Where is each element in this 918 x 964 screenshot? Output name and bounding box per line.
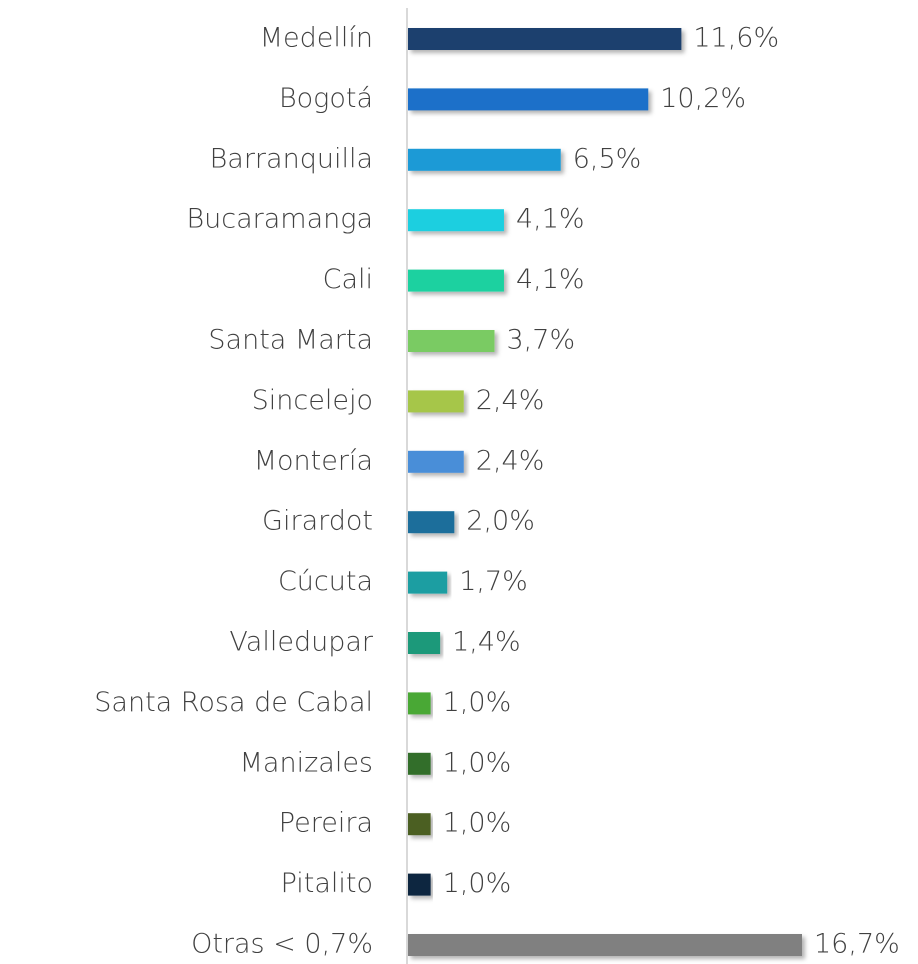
value-label: 1,7%: [459, 566, 528, 597]
category-label: Pereira: [279, 808, 373, 839]
bar: [408, 390, 464, 413]
value-label: 4,1%: [516, 204, 585, 235]
value-label: 2,4%: [476, 385, 545, 416]
value-label: 11,6%: [693, 23, 779, 54]
bar: [408, 934, 802, 956]
value-label: 10,2%: [660, 83, 746, 114]
bar: [408, 209, 504, 232]
value-label: 2,0%: [466, 506, 535, 537]
bar: [408, 692, 431, 715]
value-label: 1,4%: [452, 627, 521, 658]
category-label: Manizales: [240, 747, 373, 778]
bar: [408, 511, 455, 534]
value-label: 1,0%: [443, 687, 512, 718]
bar: [408, 269, 504, 292]
category-label: Bucaramanga: [186, 204, 373, 235]
bar: [408, 88, 649, 111]
value-label: 4,1%: [516, 264, 585, 295]
value-label: 1,0%: [443, 808, 512, 839]
category-label: Montería: [254, 445, 373, 476]
category-label: Bogotá: [279, 83, 373, 114]
value-label: 2,4%: [476, 445, 545, 476]
value-label: 16,7%: [814, 929, 900, 960]
category-label: Barranquilla: [210, 143, 373, 174]
bar: [408, 148, 561, 171]
category-label: Girardot: [262, 506, 373, 537]
category-label: Cúcuta: [278, 566, 373, 597]
bar: [408, 450, 464, 473]
value-label: 1,0%: [443, 868, 512, 899]
bar: [408, 330, 495, 352]
category-label: Valledupar: [229, 627, 373, 658]
category-label: Santa Rosa de Cabal: [94, 687, 373, 718]
bar: [408, 752, 431, 775]
bar: [408, 813, 431, 836]
value-label: 3,7%: [507, 325, 576, 356]
bar: [408, 28, 682, 50]
value-label: 1,0%: [443, 747, 512, 778]
category-label: Cali: [323, 264, 373, 295]
category-label: Pitalito: [281, 868, 373, 899]
bar: [408, 873, 431, 896]
bar: [408, 571, 448, 594]
category-label: Otras < 0,7%: [191, 929, 373, 960]
bar: [408, 632, 441, 654]
value-label: 6,5%: [573, 143, 642, 174]
category-label: Medellín: [260, 23, 373, 54]
category-label: Sincelejo: [252, 385, 373, 416]
category-label: Santa Marta: [208, 325, 373, 356]
